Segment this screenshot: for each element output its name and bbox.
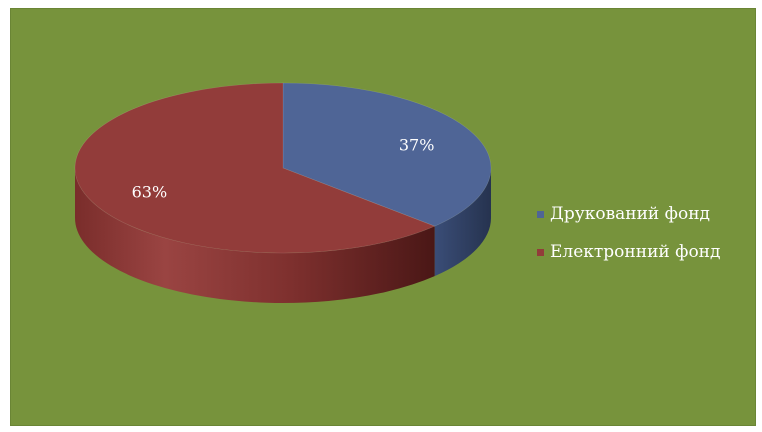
data-label-1: 63% — [132, 183, 168, 202]
pie-slice-1[interactable] — [74, 82, 436, 254]
legend-label-printed: Друкований фонд — [550, 204, 711, 224]
pie-side-0 — [434, 168, 491, 277]
legend-item-electronic[interactable]: Електронний фонд — [537, 241, 720, 263]
pie-chart: 37% 63% — [74, 82, 492, 304]
legend-swatch-printed — [537, 210, 544, 218]
pie-slice-0[interactable] — [282, 82, 492, 227]
chart-legend: Друкований фонд Електронний фонд — [537, 203, 720, 279]
pie-side-1 — [75, 168, 435, 304]
chart-area: 37% 63% Друкований фонд Електронний фонд — [10, 8, 756, 426]
data-label-0: 37% — [399, 135, 435, 154]
legend-label-electronic: Електронний фонд — [550, 242, 721, 262]
legend-item-printed[interactable]: Друкований фонд — [537, 203, 720, 225]
legend-swatch-electronic — [537, 248, 544, 256]
